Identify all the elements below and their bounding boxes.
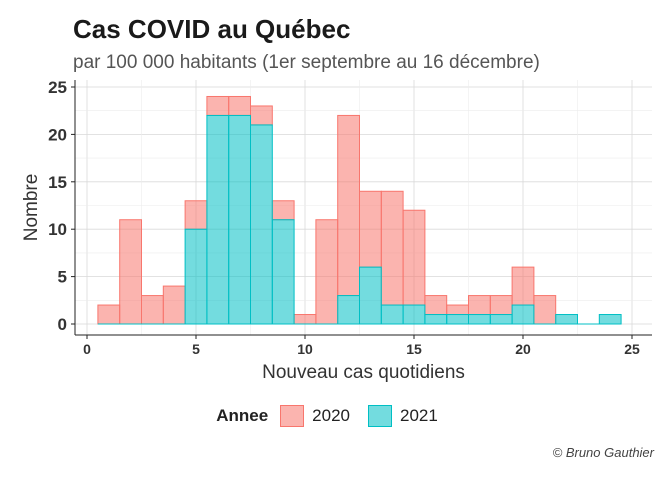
bar-2020 — [402, 209, 426, 306]
x-axis-label: Nouveau cas quotidiens — [262, 362, 465, 383]
legend-key-2021 — [367, 405, 392, 427]
y-tick-label: 10 — [48, 220, 67, 239]
bar-2020 — [141, 295, 164, 325]
bar-2020 — [489, 295, 513, 316]
bar-2021 — [228, 114, 251, 325]
y-tick-label: 5 — [58, 268, 67, 287]
bar-2021 — [402, 304, 426, 325]
y-axis-label: Nombre — [21, 174, 42, 242]
caption: © Bruno Gauthier — [552, 445, 654, 460]
bar-2021 — [184, 228, 208, 325]
legend-title: Annee — [216, 406, 269, 425]
y-tick-label: 25 — [48, 78, 67, 97]
legend-label-2020: 2020 — [312, 406, 350, 425]
bar-2020 — [271, 200, 295, 221]
bar-2020 — [97, 304, 121, 325]
bar-2021 — [555, 314, 579, 325]
chart-subtitle: par 100 000 habitants (1er septembre au … — [73, 52, 540, 73]
bar-2021 — [424, 314, 448, 325]
bar-2020 — [315, 219, 339, 325]
bar-2020 — [250, 105, 273, 126]
x-tick-label: 5 — [192, 341, 200, 357]
bar-2020 — [446, 304, 470, 316]
bar-2021 — [359, 266, 382, 325]
bar-2020 — [206, 95, 230, 116]
bar-2020 — [337, 114, 361, 297]
x-tick-label: 0 — [83, 341, 91, 357]
bar-2021 — [250, 124, 273, 325]
bar-2021 — [489, 314, 513, 325]
bar-2021 — [380, 304, 404, 325]
bar-2020 — [162, 285, 186, 325]
bar-2020 — [380, 190, 404, 306]
bar-2020 — [293, 314, 317, 325]
bar-2021 — [511, 304, 535, 325]
legend: Annee 2020 2021 — [0, 405, 672, 427]
bar-2021 — [598, 314, 622, 325]
bar-2020 — [228, 95, 251, 116]
x-tick-label: 15 — [406, 341, 422, 357]
bar-2021 — [206, 114, 230, 325]
bar-2020 — [533, 295, 557, 325]
y-tick-label: 0 — [58, 315, 67, 334]
bar-2021 — [468, 314, 491, 325]
bar-2021 — [271, 219, 295, 325]
bar-2021 — [446, 314, 470, 325]
x-tick-label: 25 — [624, 341, 640, 357]
x-tick-label: 10 — [297, 341, 313, 357]
x-tick-label: 20 — [515, 341, 531, 357]
histogram-chart: 0 5 10 15 20 25 0 5 10 15 20 25 Nouveau cas quotidie… — [21, 78, 652, 383]
y-tick-label: 20 — [48, 125, 67, 144]
bar-2020 — [359, 190, 382, 268]
bar-2020 — [511, 266, 535, 306]
legend-label-2021: 2021 — [399, 406, 438, 425]
bar-2021 — [337, 295, 361, 325]
chart-title: Cas COVID au Québec — [73, 14, 351, 44]
y-tick-label: 15 — [48, 173, 67, 192]
bar-2020 — [468, 295, 491, 316]
bar-2020 — [424, 295, 448, 316]
bar-2020 — [119, 219, 142, 325]
legend-key-2020 — [280, 405, 305, 427]
bar-2020 — [184, 200, 208, 230]
